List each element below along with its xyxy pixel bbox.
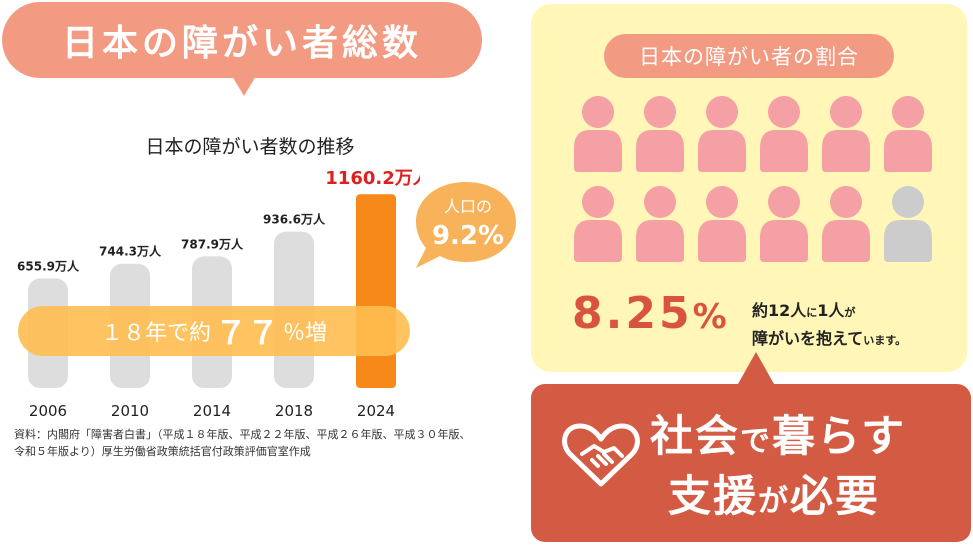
ratio-description: 約12人に1人が 障がいを抱えています。 xyxy=(752,298,972,354)
person-icon xyxy=(636,186,684,262)
source-line-2: 令和５年版より）厚生労働省政策統括官付政策評価官室作成 xyxy=(14,445,311,458)
x-tick-2010: 2010 xyxy=(111,402,149,420)
bar-value-label-2014: 787.9万人 xyxy=(181,236,244,251)
person-icon xyxy=(822,96,870,172)
person-icon xyxy=(760,96,808,172)
bar-chart: 655.9万人 2006 744.3万人 2010 787.9万人 2014 936.6万人… xyxy=(17,168,420,420)
desc-part-d: が xyxy=(844,306,856,319)
x-tick-2014: 2014 xyxy=(193,402,231,420)
main-title: 日本の障がい者総数 xyxy=(61,23,422,64)
ratio-unit: % xyxy=(692,297,730,337)
source-line-1: 資料：内閣府「障害者白書」（平成１８年版、平成２２年版、平成２６年版、平成３０年… xyxy=(14,428,471,441)
ratio-percentage: 8.25% xyxy=(572,288,730,339)
support-text-a: 社会 xyxy=(650,412,740,462)
person-icon xyxy=(636,96,684,172)
population-ratio-bubble: 人口の 9.2% xyxy=(416,182,516,268)
support-box-tail xyxy=(738,352,774,384)
growth-suffix: ％増 xyxy=(283,321,328,346)
growth-number: ７７ xyxy=(214,314,279,352)
x-tick-2018: 2018 xyxy=(275,402,313,420)
desc-part-c: 1人 xyxy=(817,301,845,320)
main-title-bubble: 日本の障がい者総数 xyxy=(2,2,482,78)
population-ratio-label: 人口の xyxy=(444,197,492,216)
person-icon xyxy=(574,96,622,172)
person-icon xyxy=(822,186,870,262)
people-grid xyxy=(574,96,932,262)
bar-value-label-2006: 655.9万人 xyxy=(17,258,80,273)
bar-value-label-2010: 744.3万人 xyxy=(99,244,162,259)
support-text-f: 必要 xyxy=(790,472,880,522)
growth-banner: １８年で約 ７７ ％増 xyxy=(18,306,410,356)
ratio-value: 8.25 xyxy=(572,288,693,339)
source-note: 資料：内閣府「障害者白書」（平成１８年版、平成２２年版、平成２６年版、平成３０年… xyxy=(14,426,514,460)
bar-2024 xyxy=(356,194,396,388)
x-tick-2024: 2024 xyxy=(357,402,395,420)
support-line-1: 社会で暮らす xyxy=(650,402,906,464)
support-text-b: で xyxy=(740,424,772,459)
desc-part-a: 約12人 xyxy=(752,301,807,320)
person-icon xyxy=(884,186,932,262)
support-text-d: 支援 xyxy=(668,472,758,522)
population-ratio-value: 9.2% xyxy=(432,221,504,251)
growth-prefix: １８年で約 xyxy=(100,321,211,346)
support-text-c: 暮らす xyxy=(772,412,907,462)
person-icon xyxy=(698,186,746,262)
ratio-title: 日本の障がい者の割合 xyxy=(604,34,894,78)
bar-value-label-2024: 1160.2万人 xyxy=(325,168,420,189)
support-text-e: が xyxy=(758,484,790,519)
person-icon xyxy=(574,186,622,262)
desc-part-f: います。 xyxy=(863,334,907,347)
chart-title: 日本の障がい者数の推移 xyxy=(145,136,355,158)
bar-value-label-2018: 936.6万人 xyxy=(263,212,326,227)
person-icon xyxy=(884,96,932,172)
title-bubble-tail xyxy=(232,76,256,96)
person-icon xyxy=(698,96,746,172)
desc-part-e: 障がいを抱えて xyxy=(752,329,864,348)
desc-part-b: に xyxy=(806,306,818,319)
heart-handshake-icon xyxy=(562,423,640,487)
person-icon xyxy=(760,186,808,262)
x-tick-2006: 2006 xyxy=(29,402,67,420)
support-line-2: 支援が必要 xyxy=(668,462,880,524)
